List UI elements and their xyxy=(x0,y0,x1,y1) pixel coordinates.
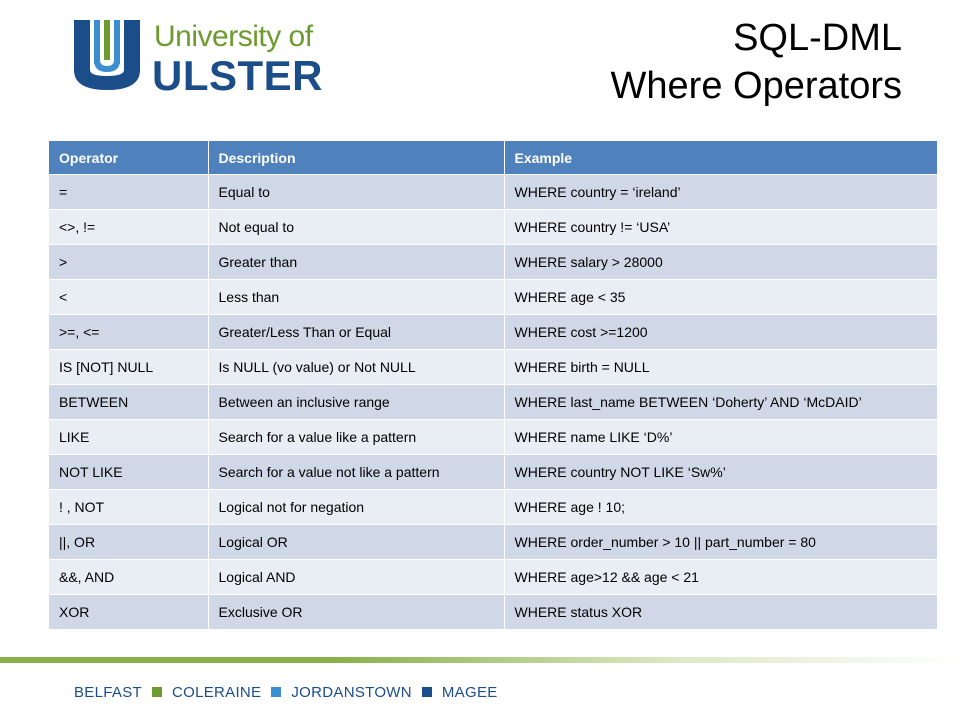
header-operator: Operator xyxy=(49,141,209,175)
cell-description: Greater than xyxy=(208,244,505,280)
cell-example: WHERE cost >=1200 xyxy=(504,314,938,350)
table-header-row: Operator Description Example xyxy=(49,141,938,175)
cell-operator: >=, <= xyxy=(49,314,209,350)
cell-example: WHERE age ! 10; xyxy=(504,489,938,525)
cell-description: Less than xyxy=(208,279,505,315)
cell-operator: > xyxy=(49,244,209,280)
table-row: BETWEEN Between an inclusive range WHERE l… xyxy=(49,384,938,420)
cell-example: WHERE name LIKE ‘D%’ xyxy=(504,419,938,455)
cell-example: WHERE order_number > 10 || part_number =… xyxy=(504,524,938,560)
cell-example: WHERE salary > 28000 xyxy=(504,244,938,280)
table-row: > Greater than WHERE salary > 28000 xyxy=(49,244,938,280)
cell-example: WHERE age < 35 xyxy=(504,279,938,315)
table-row: = Equal to WHERE country = ‘ireland’ xyxy=(49,174,938,210)
cell-description: Between an inclusive range xyxy=(208,384,505,420)
cell-operator: ! , NOT xyxy=(49,489,209,525)
header-description: Description xyxy=(208,141,505,175)
cell-description: Not equal to xyxy=(208,209,505,245)
cell-description: Logical OR xyxy=(208,524,505,560)
campus-footer: BELFAST COLERAINE JORDANSTOWN MAGEE xyxy=(74,681,498,703)
green-square-icon xyxy=(151,687,162,697)
table-row: < Less than WHERE age < 35 xyxy=(49,279,938,315)
cell-operator: NOT LIKE xyxy=(49,454,209,490)
slide-title-line-2: Where Operators xyxy=(610,65,902,107)
footer-divider xyxy=(0,657,960,663)
table-row: <>, != Not equal to WHERE country != ‘USA’ xyxy=(49,209,938,245)
cell-operator: XOR xyxy=(49,594,209,630)
cell-operator: BETWEEN xyxy=(49,384,209,420)
cell-operator: <>, != xyxy=(49,209,209,245)
cell-description: Is NULL (vo value) or Not NULL xyxy=(208,349,505,385)
table-row: ! , NOT Logical not for negation WHERE age… xyxy=(49,489,938,525)
blue-square-icon xyxy=(271,687,282,697)
cell-operator: LIKE xyxy=(49,419,209,455)
ulster-crest-icon xyxy=(74,20,140,90)
university-logo: University of ULSTER xyxy=(74,18,323,99)
cell-example: WHERE status XOR xyxy=(504,594,938,630)
cell-operator: = xyxy=(49,174,209,210)
campus-jordanstown: JORDANSTOWN xyxy=(291,683,412,701)
navy-square-icon xyxy=(421,687,432,697)
table-row: NOT LIKE Search for a value not like a pa… xyxy=(49,454,938,490)
operators-table: Operator Description Example = Equal to WH… xyxy=(49,141,938,630)
cell-operator: &&, AND xyxy=(49,559,209,595)
cell-operator: < xyxy=(49,279,209,315)
cell-description: Exclusive OR xyxy=(208,594,505,630)
table-row: >=, <= Greater/Less Than or Equal WHERE co… xyxy=(49,314,938,350)
cell-description: Search for a value like a pattern xyxy=(208,419,505,455)
campus-belfast: BELFAST xyxy=(74,683,142,701)
table-body: = Equal to WHERE country = ‘ireland’ <>, !=… xyxy=(49,174,938,630)
cell-example: WHERE last_name BETWEEN ‘Doherty’ AND ‘M… xyxy=(504,384,938,420)
cell-example: WHERE country NOT LIKE ‘Sw%’ xyxy=(504,454,938,490)
cell-description: Logical AND xyxy=(208,559,505,595)
campus-magee: MAGEE xyxy=(441,683,498,701)
table-row: ||, OR Logical OR WHERE order_number > 10 … xyxy=(49,524,938,560)
cell-description: Search for a value not like a pattern xyxy=(208,454,505,490)
cell-description: Logical not for negation xyxy=(208,489,505,525)
table-row: XOR Exclusive OR WHERE status XOR xyxy=(49,594,938,630)
campus-coleraine: COLERAINE xyxy=(171,683,262,701)
slide-title: SQL-DML Where Operators xyxy=(611,14,902,110)
table-row: LIKE Search for a value like a pattern WHE… xyxy=(49,419,938,455)
logo-line-2: ULSTER xyxy=(152,52,323,99)
table-row: &&, AND Logical AND WHERE age>12 && age < … xyxy=(49,559,938,595)
cell-example: WHERE birth = NULL xyxy=(504,349,938,385)
header-example: Example xyxy=(504,141,938,175)
cell-description: Greater/Less Than or Equal xyxy=(208,314,505,350)
logo-line-1: University of xyxy=(154,20,313,53)
cell-operator: IS [NOT] NULL xyxy=(49,349,209,385)
slide-title-line-1: SQL-DML xyxy=(733,17,902,59)
cell-example: WHERE country = ‘ireland’ xyxy=(504,174,938,210)
cell-example: WHERE country != ‘USA’ xyxy=(504,209,938,245)
cell-example: WHERE age>12 && age < 21 xyxy=(504,559,938,595)
cell-description: Equal to xyxy=(208,174,505,210)
cell-operator: ||, OR xyxy=(49,524,209,560)
table-row: IS [NOT] NULL Is NULL (vo value) or Not N… xyxy=(49,349,938,385)
